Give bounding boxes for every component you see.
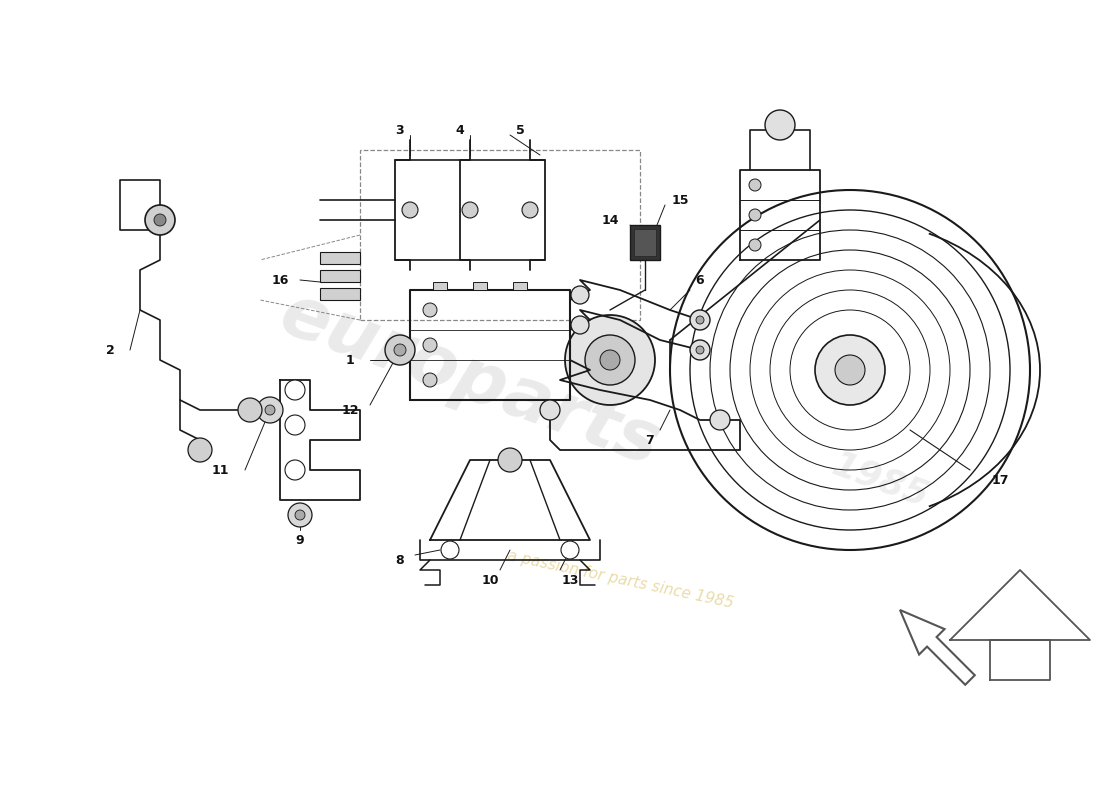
Text: 12: 12 bbox=[341, 403, 359, 417]
Circle shape bbox=[749, 209, 761, 221]
Circle shape bbox=[285, 415, 305, 435]
Text: a passion for parts since 1985: a passion for parts since 1985 bbox=[506, 549, 735, 611]
Circle shape bbox=[571, 316, 588, 334]
Text: 1985: 1985 bbox=[827, 447, 933, 513]
Circle shape bbox=[394, 344, 406, 356]
Bar bbox=[630, 225, 660, 260]
Circle shape bbox=[385, 335, 415, 365]
Text: 2: 2 bbox=[106, 343, 114, 357]
Circle shape bbox=[295, 510, 305, 520]
Text: 10: 10 bbox=[482, 574, 498, 586]
Circle shape bbox=[600, 350, 620, 370]
Text: 7: 7 bbox=[646, 434, 654, 446]
Circle shape bbox=[498, 448, 522, 472]
Circle shape bbox=[749, 239, 761, 251]
Bar bbox=[473, 282, 487, 290]
Circle shape bbox=[690, 310, 710, 330]
Text: 14: 14 bbox=[602, 214, 618, 226]
Circle shape bbox=[154, 214, 166, 226]
Text: 9: 9 bbox=[296, 534, 305, 546]
Circle shape bbox=[424, 338, 437, 352]
Circle shape bbox=[145, 205, 175, 235]
Circle shape bbox=[238, 398, 262, 422]
Circle shape bbox=[265, 405, 275, 415]
Text: europarts: europarts bbox=[271, 279, 670, 481]
Circle shape bbox=[288, 503, 312, 527]
Text: 5: 5 bbox=[516, 123, 525, 137]
Text: 16: 16 bbox=[272, 274, 288, 286]
Text: 17: 17 bbox=[991, 474, 1009, 486]
Text: 1: 1 bbox=[345, 354, 354, 366]
Text: 11: 11 bbox=[211, 463, 229, 477]
Circle shape bbox=[696, 316, 704, 324]
Circle shape bbox=[696, 346, 704, 354]
Circle shape bbox=[441, 541, 459, 559]
Circle shape bbox=[690, 340, 710, 360]
Circle shape bbox=[835, 355, 865, 385]
Circle shape bbox=[571, 286, 588, 304]
Text: 6: 6 bbox=[695, 274, 704, 286]
Bar bbox=[360, 150, 640, 320]
Circle shape bbox=[424, 303, 437, 317]
Circle shape bbox=[585, 335, 635, 385]
Circle shape bbox=[710, 410, 730, 430]
Circle shape bbox=[424, 373, 437, 387]
Circle shape bbox=[257, 397, 283, 423]
Circle shape bbox=[522, 202, 538, 218]
Circle shape bbox=[285, 380, 305, 400]
Circle shape bbox=[285, 460, 305, 480]
Circle shape bbox=[540, 400, 560, 420]
Circle shape bbox=[561, 541, 579, 559]
Circle shape bbox=[749, 179, 761, 191]
Bar bbox=[320, 252, 360, 264]
Text: 8: 8 bbox=[396, 554, 405, 566]
Text: 3: 3 bbox=[396, 123, 405, 137]
Bar bbox=[320, 288, 360, 300]
Text: 4: 4 bbox=[455, 123, 464, 137]
Bar bbox=[513, 282, 527, 290]
Circle shape bbox=[188, 438, 212, 462]
Circle shape bbox=[565, 315, 654, 405]
Text: 15: 15 bbox=[671, 194, 689, 206]
Circle shape bbox=[402, 202, 418, 218]
Circle shape bbox=[815, 335, 886, 405]
Circle shape bbox=[764, 110, 795, 140]
Bar bbox=[320, 270, 360, 282]
Bar bbox=[433, 282, 447, 290]
Bar bbox=[634, 229, 656, 256]
Circle shape bbox=[462, 202, 478, 218]
Text: 13: 13 bbox=[561, 574, 579, 586]
